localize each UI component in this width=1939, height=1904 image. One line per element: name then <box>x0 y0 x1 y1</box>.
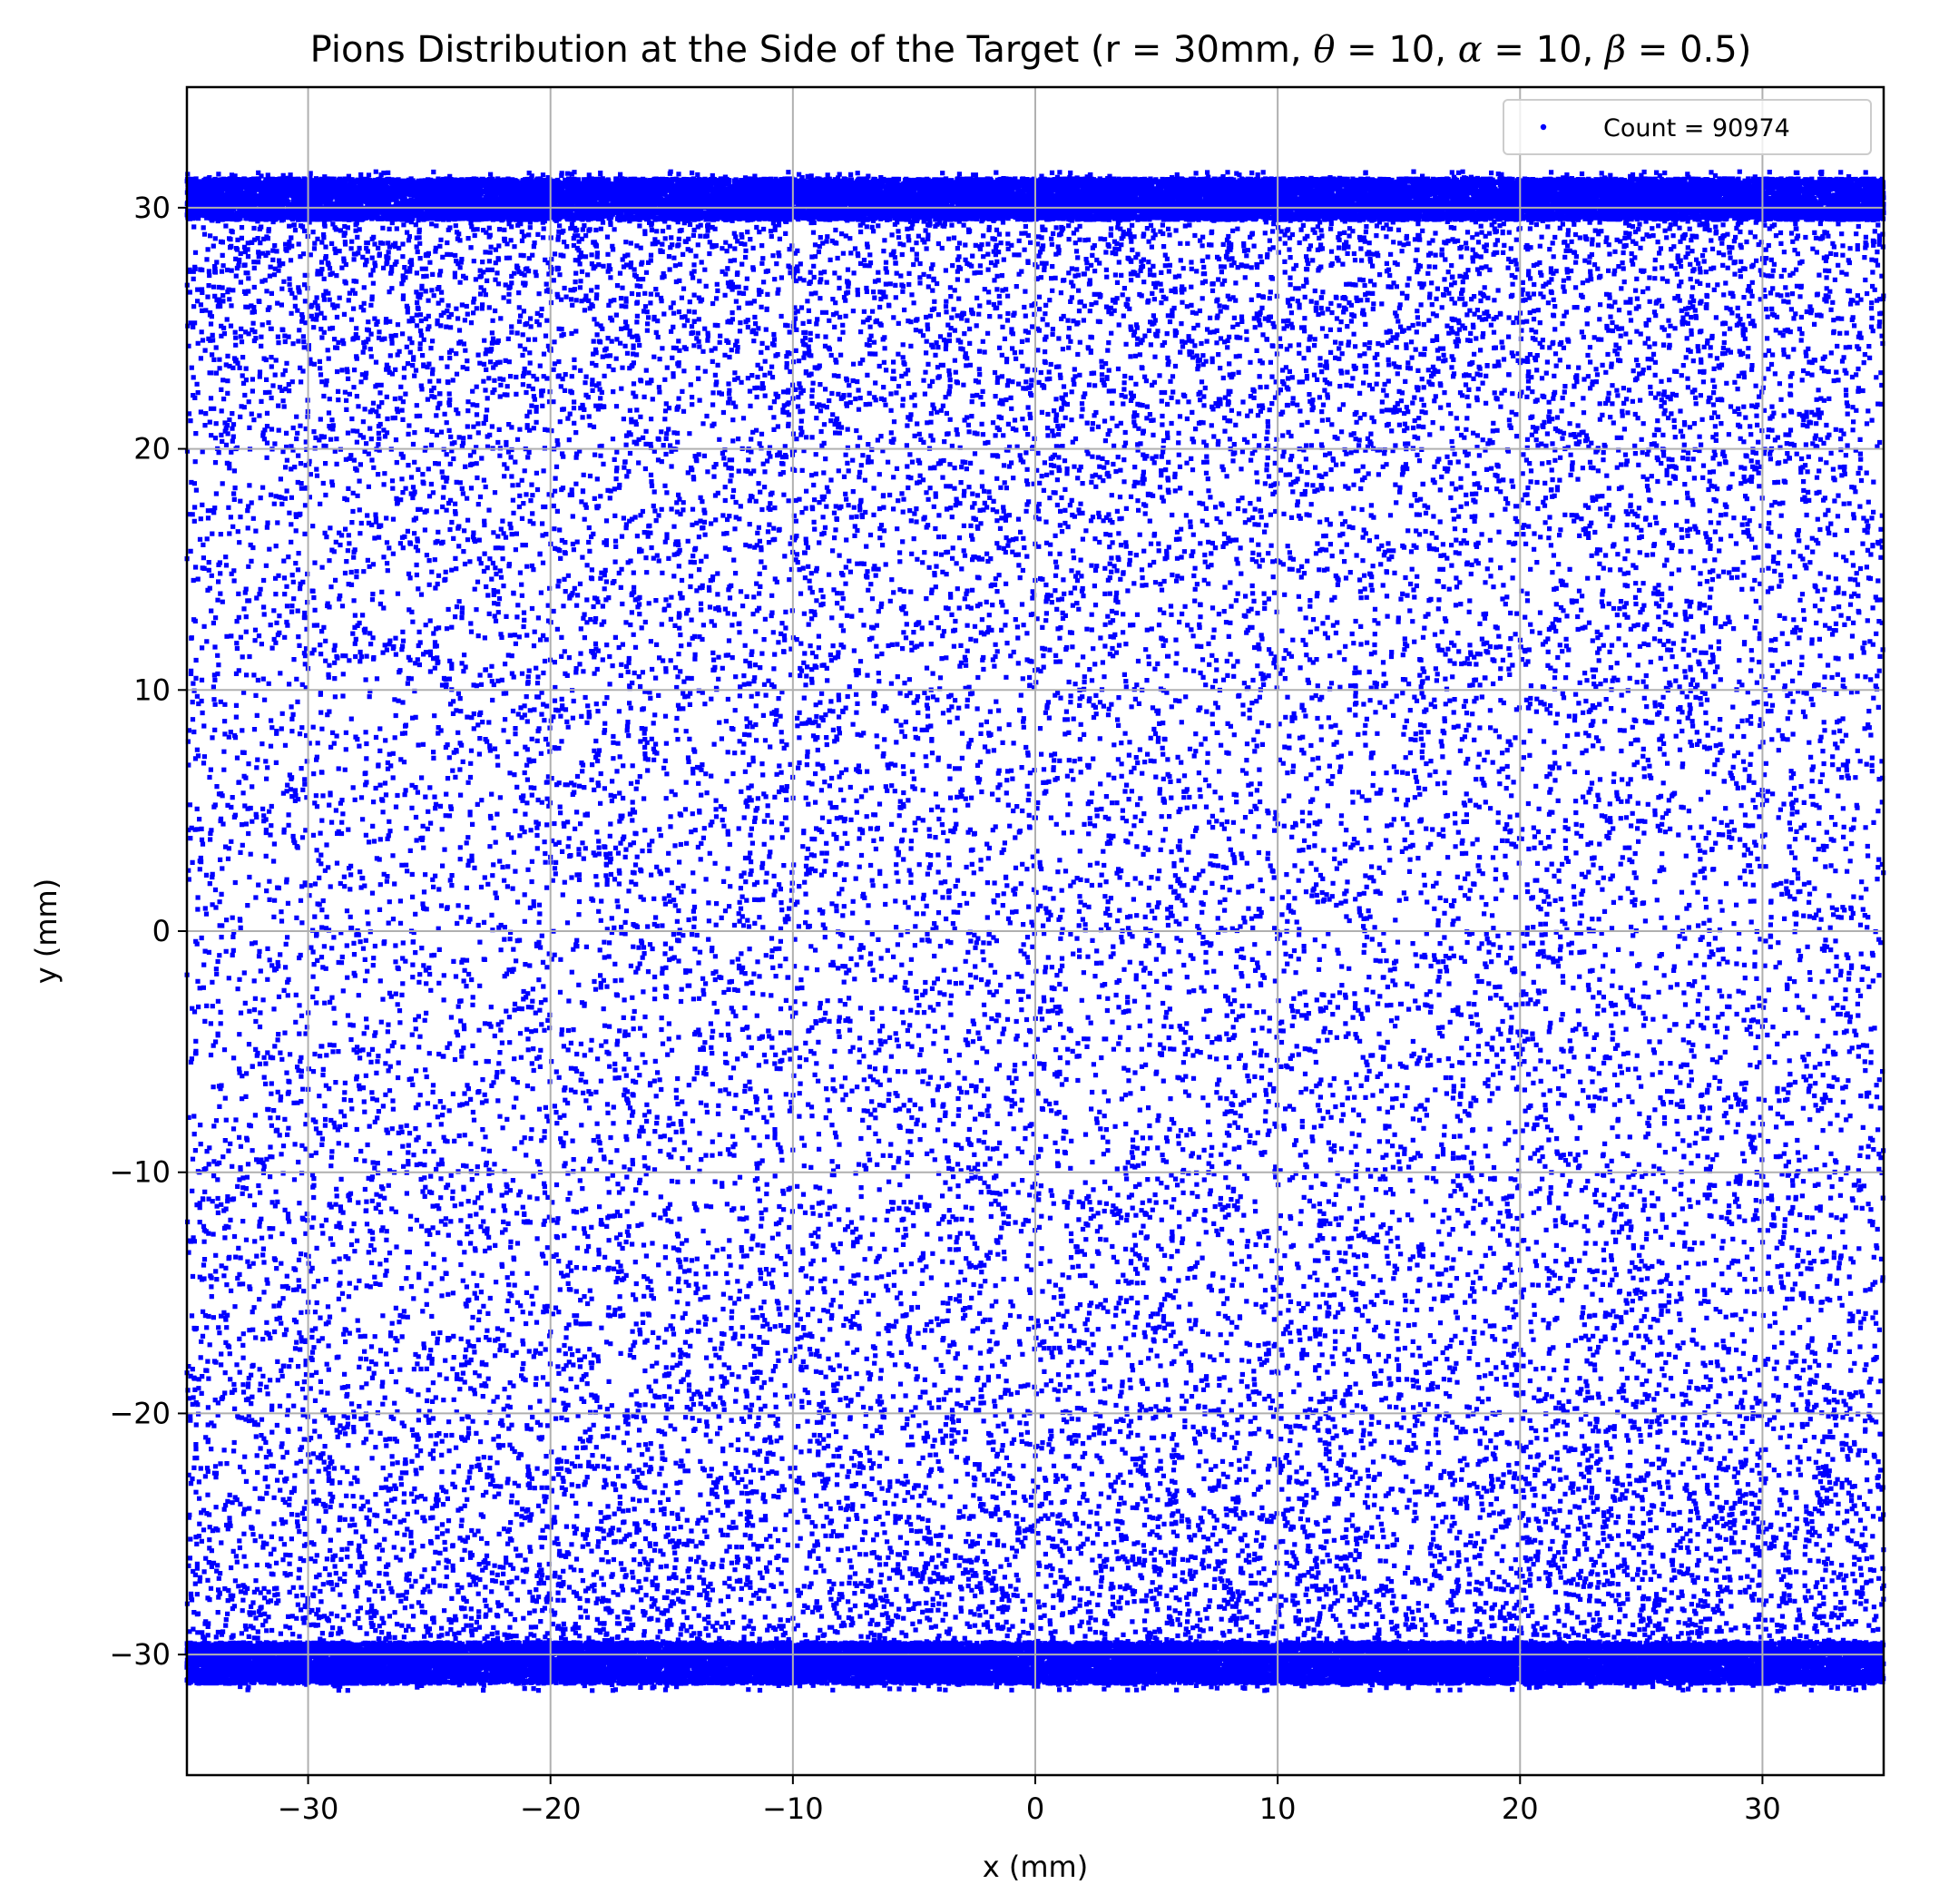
chart-title-prefix: Pions Distribution at the Side of the Ta… <box>310 29 1314 71</box>
y-tick-label: 10 <box>133 672 171 707</box>
legend: Count = 90974 <box>1503 99 1872 155</box>
y-axis-ticks: −30 −20 −10 0 10 20 30 <box>109 191 187 1672</box>
title-param-theta-eq: = <box>1335 29 1388 71</box>
x-tick-label: 30 <box>1744 1791 1781 1826</box>
legend-marker <box>1540 123 1547 131</box>
x-tick-label: −30 <box>278 1791 339 1826</box>
y-axis-label: y (mm) <box>29 878 64 984</box>
y-tick-label: 30 <box>133 191 171 225</box>
x-axis-ticks: −30 −20 −10 0 10 20 30 <box>278 1775 1781 1826</box>
title-param-theta-symbol: θ <box>1313 29 1335 71</box>
y-tick-label: 0 <box>152 914 171 948</box>
x-tick-label: 0 <box>1026 1791 1044 1826</box>
title-param-alpha-value: 10 <box>1536 29 1582 71</box>
title-param-beta-eq: = <box>1626 29 1679 71</box>
title-param-alpha-symbol: α <box>1458 29 1483 71</box>
x-tick-label: −20 <box>520 1791 582 1826</box>
title-param-theta-value: 10 <box>1388 29 1435 71</box>
y-tick-label: −20 <box>109 1396 171 1430</box>
title-param-beta-symbol: β <box>1603 29 1626 71</box>
y-tick-label: −10 <box>109 1155 171 1190</box>
x-tick-label: 20 <box>1502 1791 1539 1826</box>
x-tick-label: 10 <box>1259 1791 1297 1826</box>
x-axis-label: x (mm) <box>983 1850 1088 1884</box>
grid-lines <box>187 87 1884 1775</box>
y-tick-label: −30 <box>109 1637 171 1672</box>
title-param-beta-value: 0.5 <box>1679 29 1738 71</box>
y-tick-label: 20 <box>133 432 171 466</box>
title-sep-2: , <box>1582 29 1605 71</box>
x-tick-label: −10 <box>762 1791 824 1826</box>
title-param-alpha-eq: = <box>1483 29 1536 71</box>
legend-label: Count = 90974 <box>1603 114 1790 142</box>
chart-title-suffix: ) <box>1738 29 1752 71</box>
chart-title: Pions Distribution at the Side of the Ta… <box>310 29 1752 71</box>
title-sep-1: , <box>1435 29 1457 71</box>
plot-area <box>184 85 1886 1777</box>
legend-box <box>1503 99 1872 155</box>
